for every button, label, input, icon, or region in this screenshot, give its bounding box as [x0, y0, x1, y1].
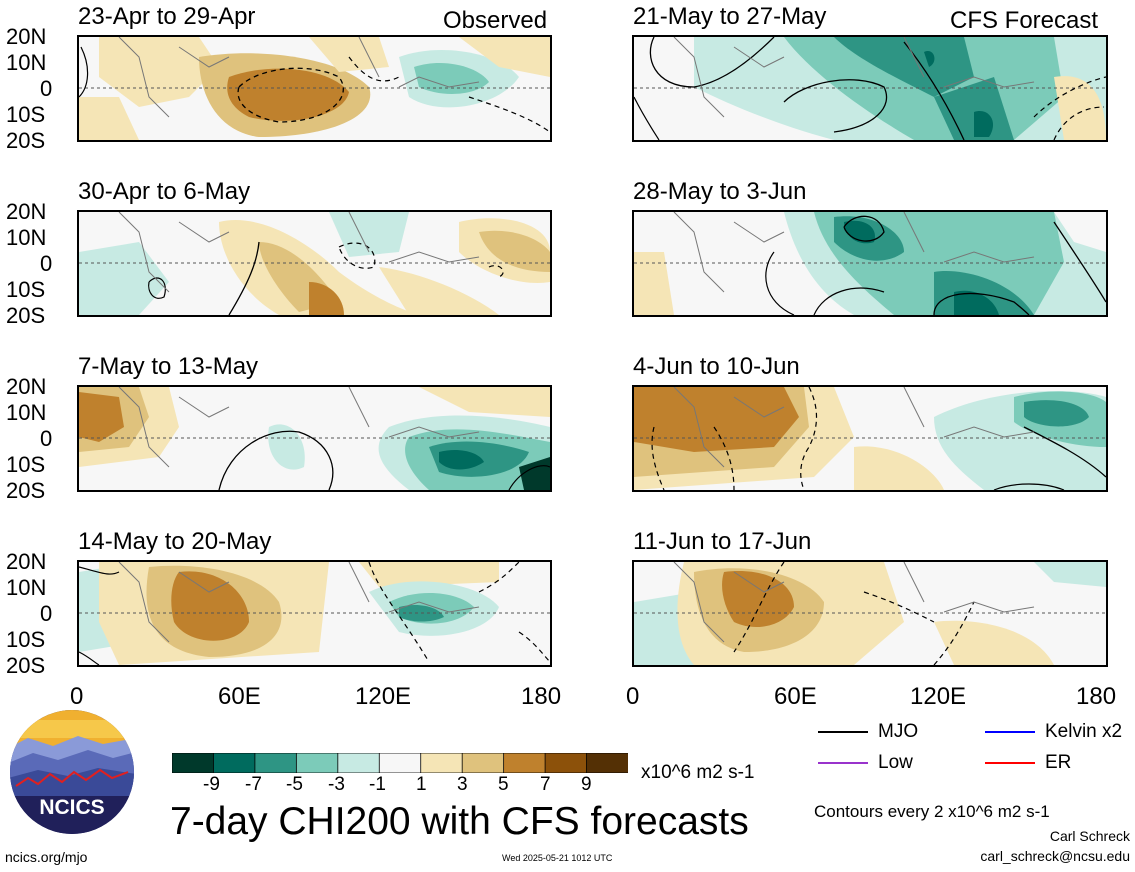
lat-label: 10S [6, 627, 46, 652]
lon-label: 60E [218, 683, 261, 710]
map-panel-2 [77, 210, 552, 317]
legend-label-low: Low [878, 752, 913, 773]
lat-label: 10N [6, 575, 47, 600]
panel-title-5: 21-May to 27-May [633, 3, 827, 30]
colorbar-tick: 9 [581, 774, 592, 795]
colorbar-tick: -1 [369, 774, 386, 795]
contours-note: Contours every 2 x10^6 m2 s-1 [814, 802, 1050, 821]
colorbar-tick: -3 [328, 774, 345, 795]
legend-label-kelvin: Kelvin x2 [1045, 721, 1123, 742]
panel-title-7: 4-Jun to 10-Jun [633, 353, 800, 380]
lat-label: 20S [6, 653, 46, 678]
lat-label: 10N [6, 400, 47, 425]
author-email[interactable]: carl_schreck@ncsu.edu [980, 848, 1130, 864]
site-link[interactable]: ncics.org/mjo [5, 849, 88, 865]
lat-label: 20S [6, 478, 46, 503]
logo-text: NCICS [39, 796, 104, 819]
map-panel-4 [77, 560, 552, 667]
colorbar-segment [503, 753, 546, 773]
colorbar-tick: 1 [416, 774, 427, 795]
map-panel-5 [632, 35, 1108, 142]
legend-swatch-er [985, 762, 1035, 764]
colorbar-tick: -7 [245, 774, 262, 795]
colorbar-segment [254, 753, 298, 773]
lat-label: 20S [6, 303, 46, 328]
colorbar-units: x10^6 m2 s-1 [641, 762, 755, 783]
legend-swatch-low [818, 762, 868, 764]
lon-label: 0 [626, 683, 640, 710]
legend-label-mjo: MJO [878, 721, 919, 742]
colorbar [172, 753, 628, 773]
colorbar-segment [295, 753, 339, 773]
lat-label: 10N [6, 225, 47, 250]
map-panel-8 [632, 560, 1108, 667]
colorbar-tick: 5 [498, 774, 509, 795]
main-title: 7-day CHI200 with CFS forecasts [170, 800, 749, 843]
colorbar-tick: 7 [540, 774, 551, 795]
lon-label: 60E [774, 683, 817, 710]
lon-label: 180 [521, 683, 562, 710]
colorbar-tick: -5 [286, 774, 303, 795]
forecast-label: CFS Forecast [950, 7, 1099, 34]
lon-label: 180 [1076, 683, 1117, 710]
author-name: Carl Schreck [1049, 828, 1130, 844]
panel-title-8: 11-Jun to 17-Jun [633, 528, 812, 555]
lat-label: 0 [40, 76, 53, 101]
ncics-logo: NCICS [8, 708, 136, 836]
colorbar-segment [586, 753, 628, 773]
observed-label: Observed [443, 7, 548, 34]
legend-swatch-kelvin [985, 731, 1035, 733]
lat-label: 20N [6, 24, 47, 49]
lat-label: 20N [6, 549, 47, 574]
lat-label: 10S [6, 277, 46, 302]
panel-title-1: 23-Apr to 29-Apr [78, 3, 256, 30]
lon-label: 120E [355, 683, 412, 710]
lat-label: 0 [40, 251, 53, 276]
colorbar-segment [378, 753, 422, 773]
map-panel-1 [77, 35, 552, 142]
colorbar-segment [544, 753, 588, 773]
map-panel-6 [632, 210, 1108, 317]
colorbar-segment [420, 753, 464, 773]
lon-label: 120E [910, 683, 967, 710]
panel-title-2: 30-Apr to 6-May [78, 178, 251, 205]
map-panel-3 [77, 385, 552, 492]
lat-label: 0 [40, 601, 53, 626]
legend-swatch-mjo [818, 731, 868, 733]
colorbar-segment [337, 753, 381, 773]
lat-label: 20N [6, 199, 47, 224]
lon-label: 0 [70, 683, 84, 710]
lat-label: 10S [6, 452, 46, 477]
colorbar-segment [213, 753, 256, 773]
colorbar-segment [172, 753, 215, 773]
colorbar-tick: 3 [457, 774, 468, 795]
timestamp: Wed 2025-05-21 1012 UTC [502, 853, 613, 863]
lat-label: 10S [6, 102, 46, 127]
lat-label: 10N [6, 50, 47, 75]
colorbar-segment [461, 753, 505, 773]
panel-title-3: 7-May to 13-May [78, 353, 259, 380]
colorbar-tick: -9 [203, 774, 220, 795]
panel-title-4: 14-May to 20-May [78, 528, 272, 555]
lat-label: 20S [6, 128, 46, 153]
panel-title-6: 28-May to 3-Jun [633, 178, 807, 205]
lat-label: 20N [6, 374, 47, 399]
lat-label: 0 [40, 426, 53, 451]
legend-label-er: ER [1045, 752, 1072, 773]
map-panel-7 [632, 385, 1108, 492]
